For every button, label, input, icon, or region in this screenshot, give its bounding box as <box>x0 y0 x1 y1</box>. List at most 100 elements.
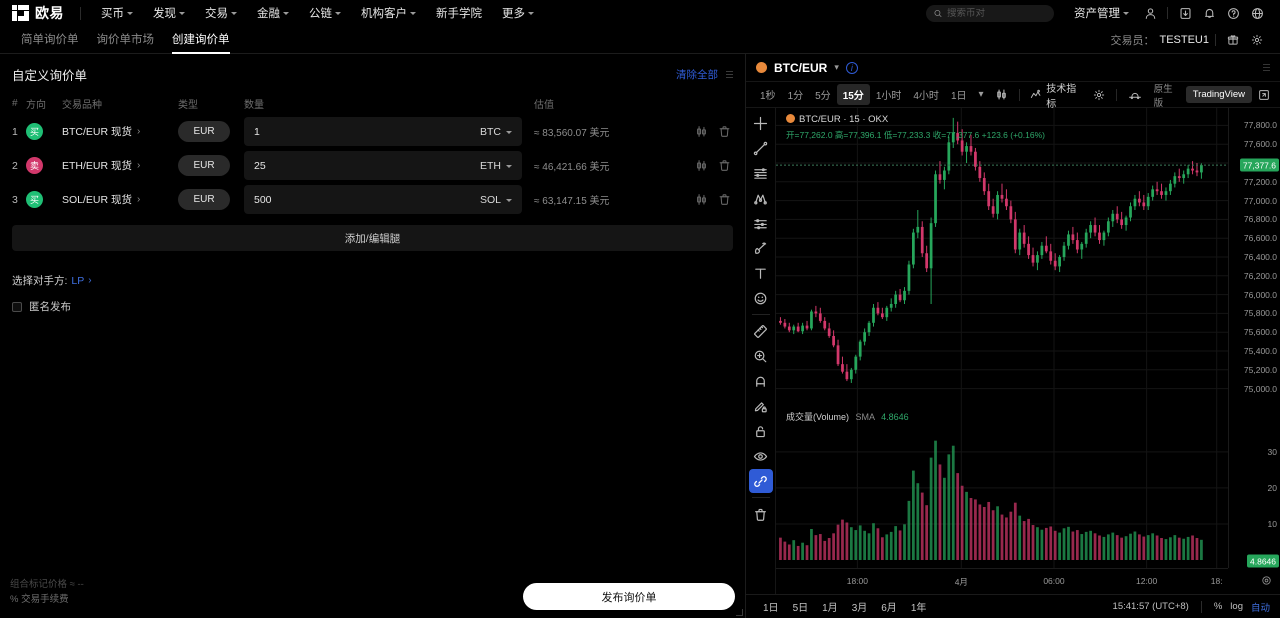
timeframe-1d[interactable]: 1日 <box>950 91 967 102</box>
chart-type-button[interactable] <box>990 86 1013 103</box>
text-icon[interactable] <box>749 261 773 285</box>
timeframe-1m[interactable]: 1分 <box>787 91 804 102</box>
add-edit-leg-button[interactable]: 添加/编辑腿 <box>12 225 733 251</box>
pattern-icon[interactable] <box>749 211 773 235</box>
user-account-button[interactable] <box>1139 2 1161 24</box>
okx-logo[interactable]: 欧易 <box>12 3 64 23</box>
pitchfork-icon[interactable] <box>749 186 773 210</box>
download-app-button[interactable] <box>1174 2 1196 24</box>
percent-scale-button[interactable]: % <box>1213 601 1223 612</box>
unit-selector[interactable]: ETH <box>480 160 512 172</box>
unit-selector[interactable]: BTC <box>480 126 512 138</box>
candlestick-icon[interactable] <box>695 125 708 138</box>
brush-icon[interactable] <box>749 236 773 260</box>
auto-scale-button[interactable]: 自动 <box>1250 602 1270 614</box>
nav-item-buy-crypto[interactable]: 买币 <box>91 1 143 25</box>
indicators-button[interactable]: 技术指标 <box>1025 78 1087 112</box>
range-1mo[interactable]: 1月 <box>822 603 838 614</box>
direction-toggle[interactable]: 买 <box>26 191 43 208</box>
tab-create-rfq[interactable]: 创建询价单 <box>163 26 239 54</box>
notifications-button[interactable] <box>1198 2 1220 24</box>
timeframe-more-chevron-down-icon[interactable]: ▾ <box>978 89 984 100</box>
instrument-selector[interactable]: SOL/EUR 现货 › <box>62 192 178 207</box>
instrument-selector[interactable]: BTC/EUR 现货 › <box>62 124 178 139</box>
quantity-cell: ETH <box>244 151 522 180</box>
nav-item-institutional[interactable]: 机构客户 <box>351 1 426 25</box>
search-box[interactable] <box>926 4 1054 22</box>
nav-item-chain[interactable]: 公链 <box>299 1 351 25</box>
trash-icon[interactable] <box>749 502 773 526</box>
anonymous-checkbox[interactable] <box>12 301 22 312</box>
type-pill[interactable]: EUR <box>178 189 230 210</box>
chart-resize-grip[interactable] <box>1263 64 1270 71</box>
range-6mo[interactable]: 6月 <box>881 603 897 614</box>
pencil-lock-icon[interactable] <box>749 394 773 418</box>
type-pill[interactable]: EUR <box>178 155 230 176</box>
price-axis[interactable]: 77,800.077,600.077,400.077,200.077,000.0… <box>1228 108 1280 568</box>
clear-all-button[interactable]: 清除全部 <box>676 69 718 81</box>
chart-settings-button[interactable] <box>1088 87 1110 103</box>
fullscreen-button[interactable] <box>1255 84 1272 106</box>
rewards-button[interactable] <box>1222 29 1244 51</box>
log-scale-button[interactable]: log <box>1230 601 1243 612</box>
chart-toolbar-right: 原生版 TradingView <box>1147 78 1272 112</box>
range-1d[interactable]: 1日 <box>763 603 779 614</box>
axis-settings-icon[interactable] <box>1261 575 1272 586</box>
instrument-selector[interactable]: ETH/EUR 现货 › <box>62 158 178 173</box>
counterparty-value[interactable]: LP <box>71 274 85 287</box>
zoom-icon[interactable] <box>749 344 773 368</box>
link-icon[interactable] <box>748 469 773 493</box>
language-button[interactable] <box>1246 2 1268 24</box>
lock-icon[interactable] <box>749 419 773 443</box>
tab-simple-rfq[interactable]: 简单询价单 <box>21 33 79 46</box>
search-input[interactable] <box>946 7 1046 19</box>
timeframe-5m[interactable]: 5分 <box>815 91 831 102</box>
info-icon[interactable]: i <box>845 61 858 74</box>
range-3mo[interactable]: 3月 <box>851 603 868 614</box>
crosshair-icon[interactable] <box>749 111 773 135</box>
candlestick-icon[interactable] <box>695 193 708 206</box>
timeframe-1s[interactable]: 1秒 <box>760 91 776 102</box>
chevron-down-icon[interactable]: ▾ <box>834 62 839 72</box>
tradingview-version-tab[interactable]: TradingView <box>1185 86 1252 103</box>
trendline-icon[interactable] <box>749 136 773 160</box>
quantity-input[interactable] <box>254 159 480 172</box>
nav-item-trade[interactable]: 交易 <box>195 1 247 25</box>
delete-row-icon[interactable] <box>718 159 731 172</box>
ruler-icon[interactable] <box>749 319 773 343</box>
magnet-icon[interactable] <box>749 369 773 393</box>
eye-icon[interactable] <box>749 444 773 468</box>
compare-button[interactable] <box>1123 86 1147 103</box>
type-pill[interactable]: EUR <box>178 121 230 142</box>
horizontal-lines-icon[interactable] <box>749 161 773 185</box>
anonymous-publish-row[interactable]: 匿名发布 <box>0 288 745 314</box>
native-version-tab[interactable]: 原生版 <box>1153 83 1173 109</box>
timeframe-1h[interactable]: 1小时 <box>875 91 902 102</box>
direction-toggle[interactable]: 卖 <box>26 157 43 174</box>
help-button[interactable] <box>1222 2 1244 24</box>
quantity-input[interactable] <box>254 193 480 206</box>
unit-selector[interactable]: SOL <box>480 194 512 206</box>
tab-rfq-market[interactable]: 询价单市场 <box>96 33 155 46</box>
nav-item-more[interactable]: 更多 <box>492 1 544 25</box>
pane-resize-handle[interactable] <box>736 609 743 616</box>
range-1y[interactable]: 1年 <box>910 603 927 614</box>
nav-item-discover[interactable]: 发现 <box>143 1 195 25</box>
timeframe-15m[interactable]: 15分 <box>836 84 870 105</box>
publish-rfq-button[interactable]: 发布询价单 <box>523 583 735 610</box>
range-5d[interactable]: 5日 <box>792 603 809 614</box>
delete-row-icon[interactable] <box>718 125 731 138</box>
candlestick-icon[interactable] <box>695 159 708 172</box>
asset-management-menu[interactable]: 资产管理 <box>1066 2 1137 24</box>
delete-row-icon[interactable] <box>718 193 731 206</box>
timeframe-4h[interactable]: 4小时 <box>913 91 939 102</box>
quantity-input[interactable] <box>254 125 480 138</box>
direction-toggle[interactable]: 买 <box>26 123 43 140</box>
settings-button[interactable] <box>1246 29 1268 51</box>
panel-resize-grip[interactable] <box>726 71 733 78</box>
nav-item-academy[interactable]: 新手学院 <box>426 1 492 25</box>
time-axis[interactable]: 18:00 4月 06:00 12:00 18: <box>776 568 1271 594</box>
chart-canvas[interactable]: BTC/EUR · 15 · OKX 开=77,262.0 高=77,396.1… <box>776 108 1280 594</box>
emoji-icon[interactable] <box>749 286 773 310</box>
nav-item-finance[interactable]: 金融 <box>247 1 299 25</box>
